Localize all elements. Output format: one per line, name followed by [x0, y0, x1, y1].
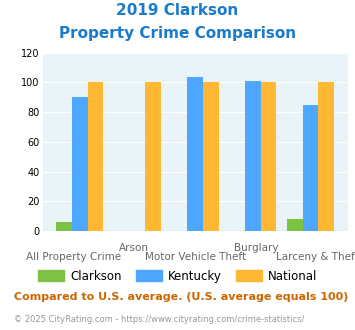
Bar: [245, 81, 261, 231]
Bar: [88, 82, 103, 231]
Text: Motor Vehicle Theft: Motor Vehicle Theft: [145, 252, 246, 262]
Bar: [318, 82, 334, 231]
Bar: [261, 82, 276, 231]
Bar: [72, 97, 88, 231]
Text: All Property Crime: All Property Crime: [26, 252, 121, 262]
Bar: [56, 222, 72, 231]
Text: Arson: Arson: [119, 243, 149, 252]
Bar: [303, 105, 318, 231]
Bar: [187, 77, 203, 231]
Text: © 2025 CityRating.com - https://www.cityrating.com/crime-statistics/: © 2025 CityRating.com - https://www.city…: [14, 315, 305, 324]
Bar: [203, 82, 219, 231]
Text: Burglary: Burglary: [234, 243, 279, 252]
Legend: Clarkson, Kentucky, National: Clarkson, Kentucky, National: [33, 265, 322, 287]
Text: Property Crime Comparison: Property Crime Comparison: [59, 26, 296, 41]
Text: 2019 Clarkson: 2019 Clarkson: [116, 3, 239, 18]
Text: Compared to U.S. average. (U.S. average equals 100): Compared to U.S. average. (U.S. average …: [14, 292, 349, 302]
Text: Larceny & Theft: Larceny & Theft: [276, 252, 355, 262]
Bar: [287, 219, 303, 231]
Bar: [145, 82, 161, 231]
